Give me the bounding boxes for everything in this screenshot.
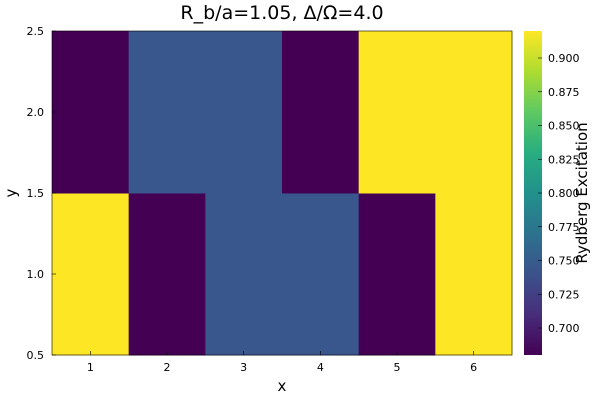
x-axis-label: x [278, 377, 287, 395]
heatmap-cell [52, 193, 130, 356]
colorbar-tick-label: 0.800 [548, 187, 580, 200]
colorbar-tick-label: 0.875 [548, 86, 580, 99]
heatmap-cell [358, 193, 436, 356]
x-tick-label: 6 [470, 361, 477, 374]
colorbar-tick-label: 0.725 [548, 288, 580, 301]
x-tick-label: 3 [240, 361, 247, 374]
x-ticks: 1 2 3 4 5 6 [87, 351, 477, 374]
heatmap-cell [128, 31, 206, 194]
heatmap-cell [282, 31, 360, 194]
colorbar-tick-label: 0.750 [548, 255, 580, 268]
y-ticks: 0.5 1.0 1.5 2.0 2.5 [27, 25, 56, 362]
heatmap-cell [435, 31, 513, 194]
colorbar-ticks: 0.700 0.725 0.750 0.775 0.800 0.825 0.850 0.875… [538, 52, 580, 335]
heatmap-cell [205, 193, 283, 356]
heatmap-cell [205, 31, 283, 194]
colorbar-tick-label: 0.825 [548, 153, 580, 166]
colorbar-tick-label: 0.900 [548, 52, 580, 65]
heatmap-cell [52, 31, 130, 194]
y-tick-label: 0.5 [27, 349, 45, 362]
colorbar [524, 31, 542, 355]
colorbar-tick-label: 0.700 [548, 322, 580, 335]
colorbar-tick-label: 0.850 [548, 120, 580, 133]
colorbar-tick-label: 0.775 [548, 221, 580, 234]
y-tick-label: 2.5 [27, 25, 45, 38]
colorbar-label: Rydberg Excitation [573, 122, 591, 263]
y-tick-label: 1.0 [27, 268, 45, 281]
heatmap-cell [435, 193, 513, 356]
x-tick-label: 2 [164, 361, 171, 374]
x-tick-label: 5 [394, 361, 401, 374]
x-tick-label: 4 [317, 361, 324, 374]
x-tick-label: 1 [87, 361, 94, 374]
chart-title: R_b/a=1.05, Δ/Ω=4.0 [180, 2, 383, 24]
y-tick-label: 2.0 [27, 106, 45, 119]
y-axis-label: y [2, 188, 20, 197]
heatmap-cell [358, 31, 436, 194]
heatmap-cell [128, 193, 206, 356]
y-tick-label: 1.5 [27, 187, 45, 200]
heatmap-cell [282, 193, 360, 356]
heatmap-cells [52, 31, 513, 356]
